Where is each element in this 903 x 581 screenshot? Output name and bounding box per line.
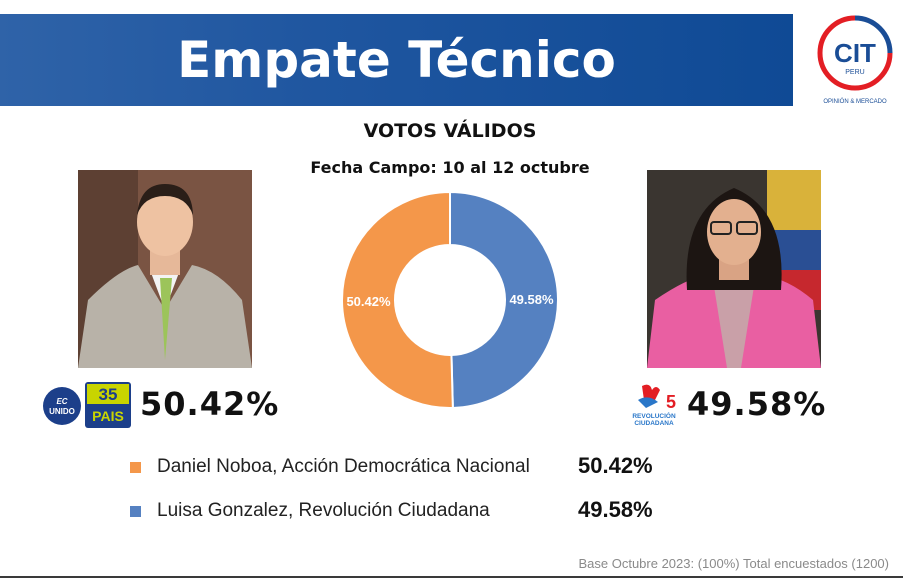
ec-unido-logo: EC UNIDO bbox=[43, 387, 81, 425]
fieldwork-date: Fecha Campo: 10 al 12 octubre bbox=[310, 158, 590, 177]
bottom-divider bbox=[0, 576, 903, 578]
donut-slice-1 bbox=[449, 190, 559, 409]
legend-label: Daniel Noboa, Acción Democrática Naciona… bbox=[157, 456, 530, 477]
svg-text:35: 35 bbox=[99, 385, 118, 404]
candidate-photo-noboa bbox=[78, 170, 252, 368]
legend-label: Luisa Gonzalez, Revolución Ciudadana bbox=[157, 500, 490, 521]
page-title: Empate Técnico bbox=[177, 31, 616, 89]
legend-value: 50.42% bbox=[578, 453, 653, 478]
pais-logo: 35 PAIS bbox=[85, 382, 131, 428]
candidate-photo-gonzalez bbox=[647, 170, 821, 368]
logo-small-text: PERU bbox=[845, 69, 864, 76]
candidate-pct-noboa: 50.42% bbox=[140, 385, 280, 423]
donut-chart: 49.58% 50.42% bbox=[340, 190, 559, 409]
logo-tagline: OPINIÓN & MERCADO bbox=[823, 98, 887, 105]
donut-data-label-1: 49.58% bbox=[509, 292, 554, 307]
svg-text:PAIS: PAIS bbox=[92, 408, 124, 424]
logo-main-text: CIT bbox=[834, 38, 876, 68]
candidate-pct-gonzalez: 49.58% bbox=[687, 385, 827, 423]
svg-text:EC: EC bbox=[56, 397, 67, 406]
cit-logo: CIT PERU OPINIÓN & MERCADO bbox=[817, 15, 893, 105]
svg-text:REVOLUCIÓN: REVOLUCIÓN bbox=[632, 411, 676, 420]
donut-slice-0 bbox=[340, 190, 454, 409]
svg-text:CIUDADANA: CIUDADANA bbox=[634, 420, 674, 427]
legend-value: 49.58% bbox=[578, 497, 653, 522]
legend-swatch-blue bbox=[130, 506, 141, 517]
chart-title: VOTOS VÁLIDOS bbox=[363, 120, 537, 142]
footer-note: Base Octubre 2023: (100%) Total encuesta… bbox=[578, 556, 889, 571]
title-banner bbox=[0, 14, 793, 106]
revolucion-ciudadana-logo: 5 REVOLUCIÓN CIUDADANA bbox=[632, 384, 676, 427]
svg-text:UNIDO: UNIDO bbox=[49, 407, 75, 416]
legend-swatch-orange bbox=[130, 462, 141, 473]
svg-text:5: 5 bbox=[666, 392, 676, 412]
donut-data-label-0: 50.42% bbox=[346, 294, 391, 309]
